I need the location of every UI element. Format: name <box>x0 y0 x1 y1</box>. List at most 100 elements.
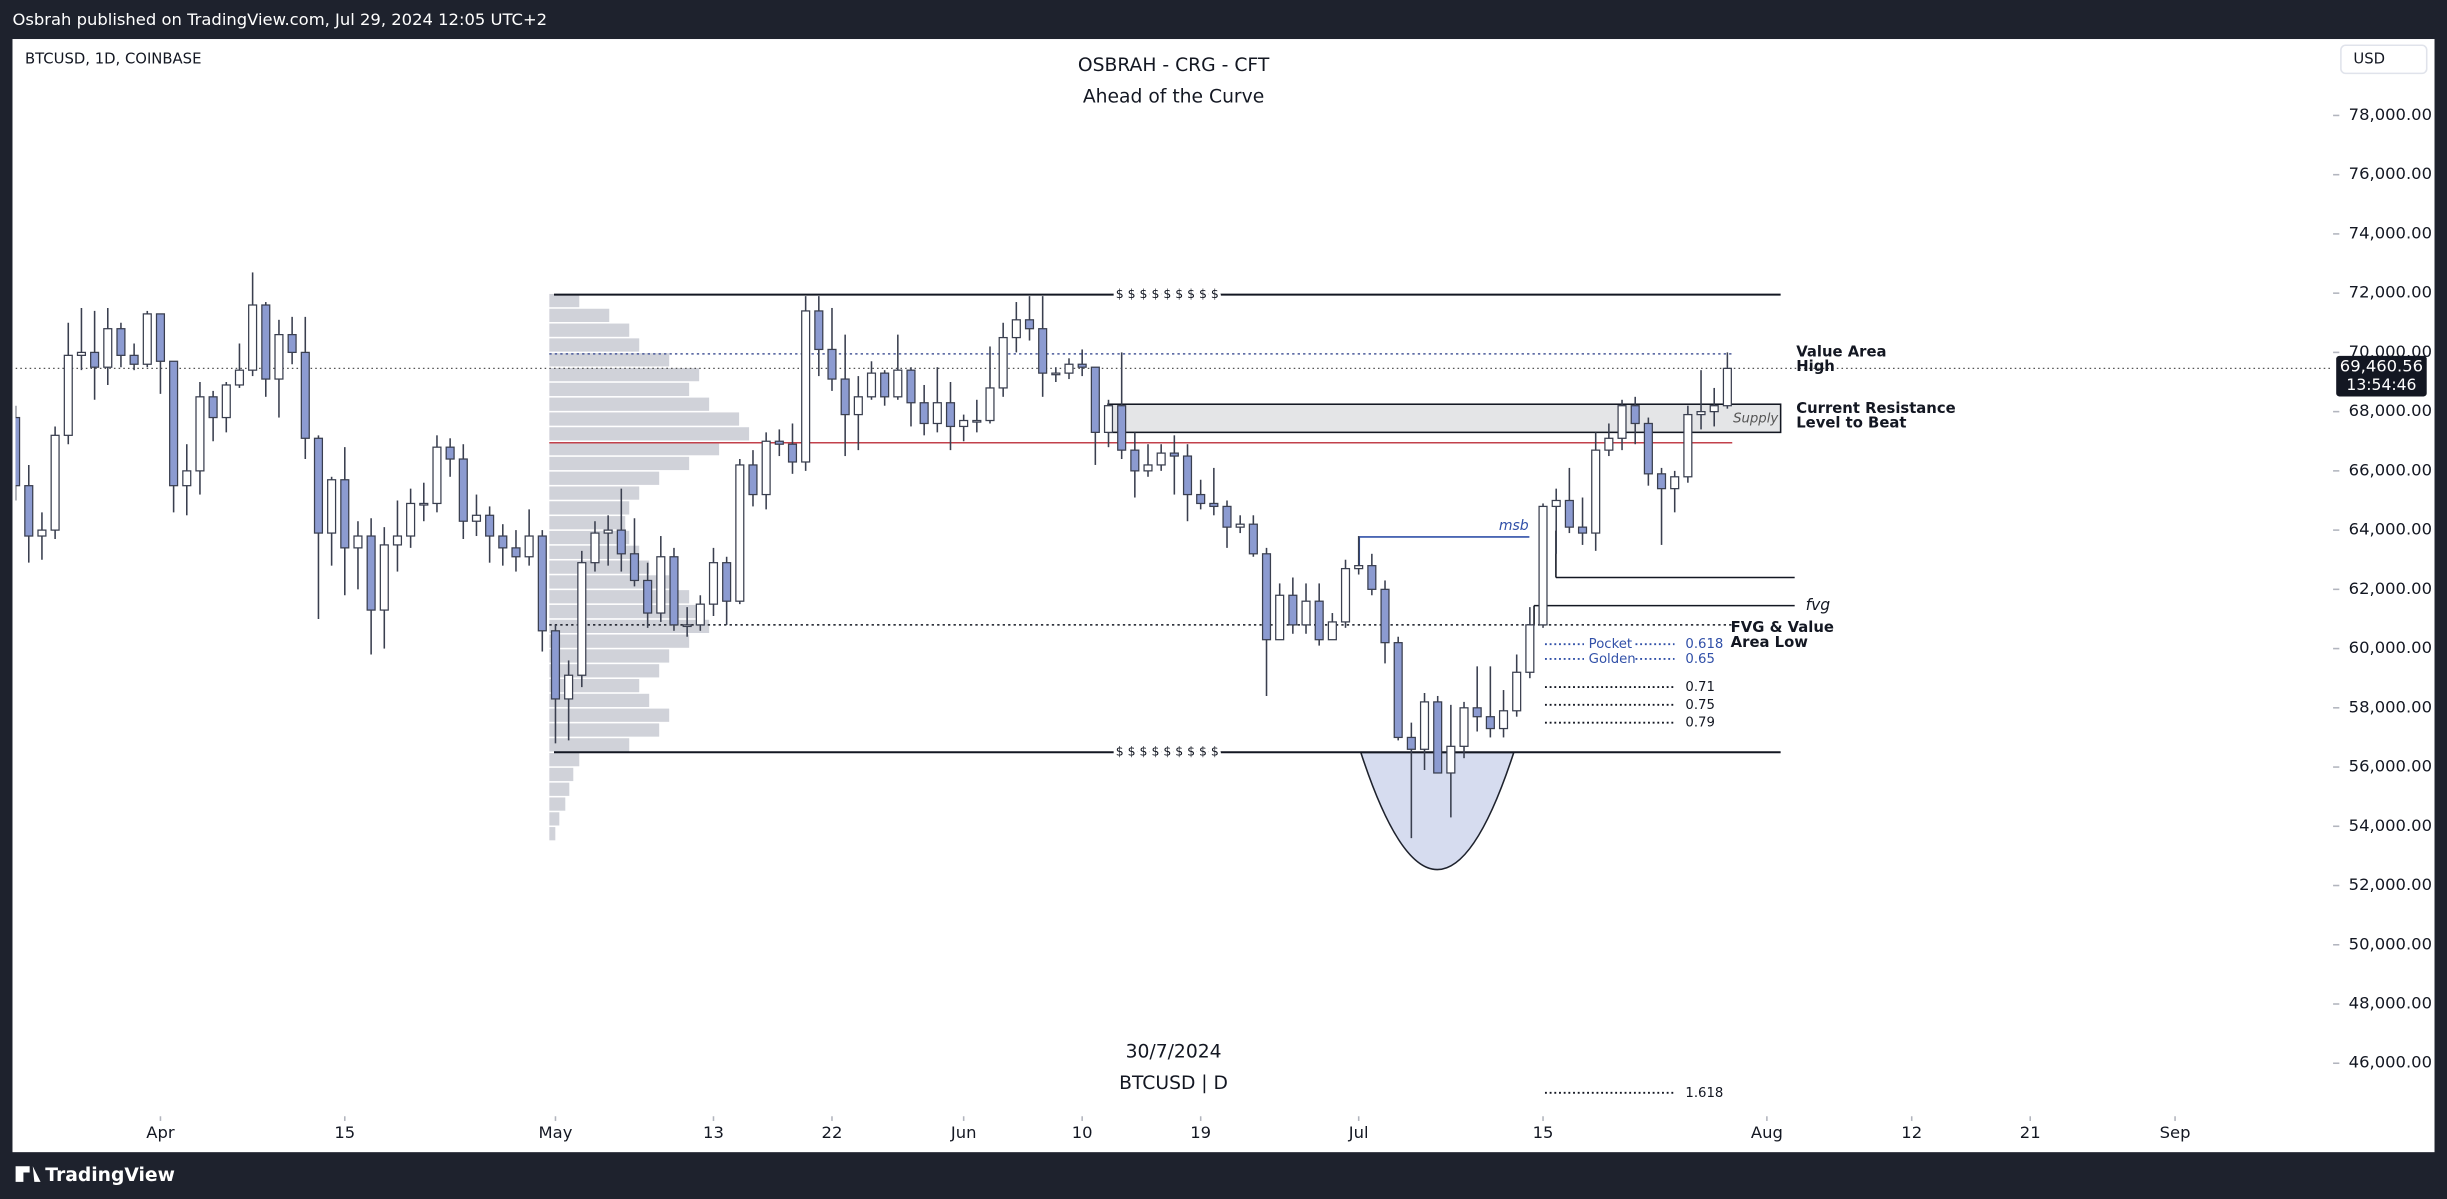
candle-body <box>169 360 179 487</box>
y-tick-label: 58,000.00 <box>2349 697 2432 716</box>
candle-body <box>313 437 324 534</box>
candle-body <box>985 387 995 422</box>
volume-profile-bar <box>549 649 670 663</box>
candle-body <box>669 556 679 626</box>
candle-body <box>1327 621 1337 641</box>
volume-profile-bar <box>549 323 630 337</box>
x-tick-label: Apr <box>146 1123 175 1142</box>
logo-text[interactable]: TradingView <box>45 1165 175 1186</box>
volume-profile-bar <box>549 812 560 826</box>
y-tick-label: 56,000.00 <box>2349 757 2432 776</box>
candle-body <box>366 535 376 611</box>
volume-profile-bar <box>549 456 690 471</box>
candle-body <box>274 333 284 380</box>
x-tick-label: Sep <box>2160 1123 2191 1142</box>
candle-body <box>300 351 310 439</box>
candle-body <box>801 310 811 463</box>
candle-body <box>458 458 468 522</box>
candle-body <box>1656 473 1667 490</box>
supply-zone <box>1107 403 1782 434</box>
currency-label[interactable]: USD <box>2353 50 2385 67</box>
x-tick-label: Jul <box>1348 1123 1369 1142</box>
volume-profile-bar <box>549 634 690 648</box>
candle-body <box>1130 449 1140 472</box>
candle-body <box>90 351 100 368</box>
candle-body <box>866 372 877 398</box>
candle-body <box>1156 452 1166 466</box>
volume-profile-bar <box>549 516 626 530</box>
candle-body <box>1446 745 1456 774</box>
fib-ratio: 1.618 <box>1685 1086 1723 1101</box>
volume-profile-bar <box>549 412 740 426</box>
published-line: Osbrah published on TradingView.com, Jul… <box>12 10 547 29</box>
candle-body <box>1222 505 1232 528</box>
candle-body <box>511 547 521 558</box>
cup-shape <box>1359 751 1515 871</box>
y-tick-label: 64,000.00 <box>2349 520 2432 539</box>
candle-body <box>853 396 863 416</box>
candle-body <box>1275 594 1285 641</box>
candle-body <box>880 372 890 398</box>
candle-body <box>906 369 916 404</box>
candle-body <box>340 479 350 549</box>
countdown-label: 13:54:46 <box>2346 376 2416 394</box>
candle-body <box>1393 642 1403 739</box>
volume-profile-bar <box>549 308 610 322</box>
candle-body <box>1577 526 1588 534</box>
y-tick-label: 62,000.00 <box>2349 579 2432 598</box>
candle-body <box>1367 565 1377 590</box>
candle-body <box>1090 366 1100 433</box>
volume-profile-bar <box>549 708 670 722</box>
candle-body <box>15 416 21 487</box>
range-high-marker: $ $ $ $ $ $ $ $ $ <box>1116 286 1219 301</box>
candle-body <box>1683 413 1693 478</box>
fib-ratio: 0.71 <box>1685 680 1715 695</box>
candle-body <box>116 328 126 356</box>
volume-profile-bar <box>549 797 566 811</box>
volume-profile-bar <box>549 782 570 796</box>
candle-body <box>682 624 692 628</box>
candle-body <box>787 443 798 463</box>
candle-body <box>1485 716 1495 730</box>
y-tick-label: 76,000.00 <box>2349 164 2432 183</box>
candle-body <box>972 419 982 423</box>
candle-body <box>748 464 758 496</box>
candle-body <box>1459 707 1469 747</box>
y-tick-label: 66,000.00 <box>2349 460 2432 479</box>
candle-body <box>392 535 403 546</box>
candle-body <box>103 328 113 368</box>
candle-body <box>353 535 363 549</box>
candle-body <box>814 310 824 351</box>
candle-body <box>287 333 297 354</box>
logo-mark[interactable] <box>15 1166 41 1182</box>
supply-label: Supply <box>1733 411 1778 426</box>
candle-body <box>432 446 442 505</box>
volume-profile-bar <box>549 442 720 456</box>
candle-body <box>129 354 139 365</box>
value-area-low-label: Area Low <box>1731 634 1809 651</box>
currency-box[interactable] <box>2340 44 2428 75</box>
x-tick-label: 12 <box>1901 1123 1922 1142</box>
y-tick-label: 52,000.00 <box>2349 875 2432 894</box>
volume-profile-bar <box>549 338 640 352</box>
candle-body <box>419 502 429 506</box>
candle-body <box>50 434 60 531</box>
volume-profile-bar <box>549 678 640 693</box>
candle-body <box>182 470 192 487</box>
candle-body <box>774 440 784 445</box>
x-tick-label: 10 <box>1072 1123 1093 1142</box>
candle-body <box>656 556 666 614</box>
plot <box>15 272 2334 1094</box>
volume-profile-bar <box>549 619 710 633</box>
volume-profile-bar <box>549 427 750 441</box>
candle-body <box>1604 437 1614 451</box>
candle-body <box>1538 505 1548 626</box>
candle-body <box>761 440 771 496</box>
x-tick-label: 19 <box>1190 1123 1211 1142</box>
volume-profile-bar <box>549 560 650 574</box>
candle-body <box>24 485 34 537</box>
volume-profile-bar <box>549 293 580 308</box>
candle-body <box>1143 464 1153 472</box>
candle-body <box>616 529 626 555</box>
y-tick-label: 72,000.00 <box>2349 283 2432 302</box>
